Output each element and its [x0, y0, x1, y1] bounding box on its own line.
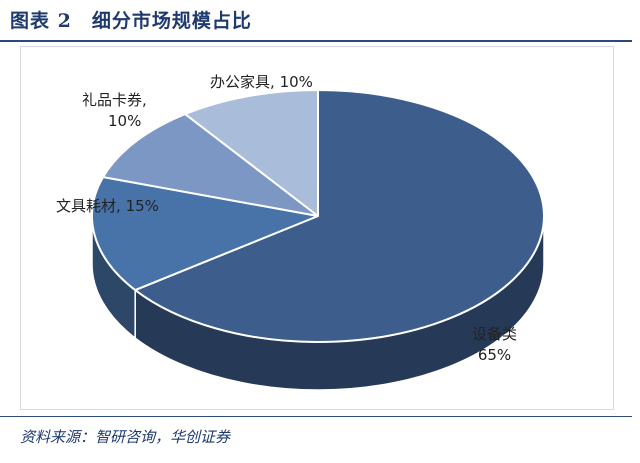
slice-label-gift-cards: 礼品卡券, 10%: [82, 90, 147, 132]
slice-value: 10%: [108, 112, 142, 130]
slice-value: 15%: [125, 197, 159, 215]
slice-line: 办公家具, 10%: [210, 73, 313, 91]
slice-category: 办公家具: [210, 73, 271, 91]
slice-line: 礼品卡券,: [82, 91, 147, 109]
slice-line: 文具耗材, 15%: [56, 197, 159, 215]
pie-chart: [90, 89, 545, 391]
title-divider: [0, 40, 632, 42]
source-divider: [0, 416, 632, 417]
slice-label-furniture: 办公家具, 10%: [210, 72, 313, 93]
slice-category: 礼品卡券: [82, 91, 143, 109]
slice-value: 10%: [279, 73, 313, 91]
slice-value: 65%: [477, 346, 512, 364]
slice-category: 文具耗材: [56, 197, 117, 215]
slice-label-stationery: 文具耗材, 15%: [56, 196, 159, 217]
pie-slice-furniture: [184, 89, 319, 217]
slice-category: 设备类: [472, 325, 518, 343]
pie-slice-stationery: [90, 176, 319, 292]
pie-slice-gift-cards: [102, 113, 319, 217]
pie-slice-equipment: [134, 89, 545, 343]
figure-title: 图表 2 细分市场规模占比: [10, 10, 252, 32]
source-note: 资料来源：智研咨询，华创证券: [20, 428, 231, 446]
slice-label-equipment: 设备类 65%: [472, 324, 517, 366]
pie-top-faces: [90, 89, 545, 343]
